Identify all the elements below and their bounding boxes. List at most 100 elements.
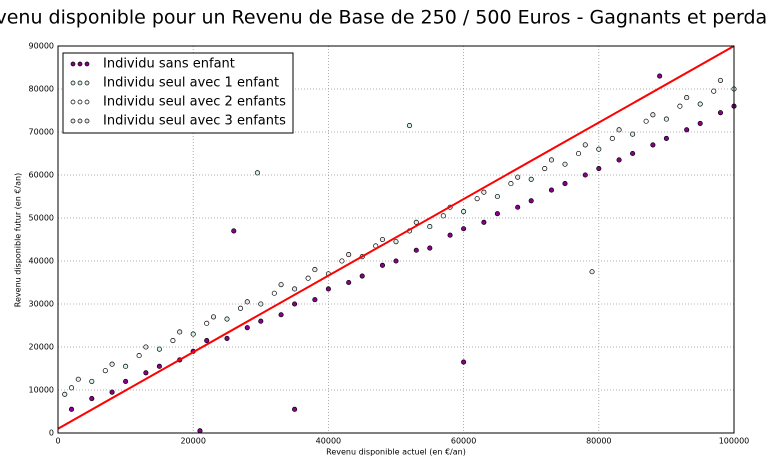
data-point [582,172,588,178]
y-tick-label: 10000 [29,386,54,395]
x-tick-label: 80000 [586,437,611,446]
data-point [379,262,386,268]
data-point [657,73,663,79]
data-point [528,198,534,204]
legend-label: Individu sans enfant [103,57,235,72]
data-point [461,226,467,232]
legend-label: Individu seul avec 3 enfants [103,114,286,129]
data-point [393,258,399,264]
legend-marker [84,99,90,105]
legend-marker [77,99,83,105]
data-point [190,331,196,337]
data-point [143,344,149,350]
y-axis-label: Revenu disponible futur (en €/an) [14,173,23,307]
data-point [589,269,595,275]
data-point [697,120,703,126]
legend-marker [77,61,83,67]
data-point [204,337,210,344]
x-tick-label: 0 [55,437,60,446]
reference-line [57,45,735,430]
data-point [677,103,683,109]
data-point [582,142,588,148]
data-point [406,123,413,129]
data-point [224,316,230,322]
data-point [292,406,298,412]
data-point [630,131,636,137]
data-point [440,213,446,219]
data-point [481,189,487,195]
data-point [75,376,81,382]
data-point [62,391,68,397]
data-point [292,301,298,307]
data-point [413,247,419,253]
data-point [346,252,352,258]
data-point [89,378,95,384]
data-point [123,378,129,384]
data-point [102,368,108,374]
chart-title: Revenu disponible pour un Revenu de Base… [0,7,768,29]
data-point [244,325,250,331]
data-point [278,312,284,318]
data-point [312,297,318,303]
data-point [244,299,250,305]
data-point [170,337,176,344]
legend-marker [77,118,83,124]
data-point [650,142,656,148]
data-point [123,363,129,369]
data-point [271,290,277,296]
x-tick-label: 40000 [316,437,341,446]
data-point [305,275,311,281]
data-point [237,305,244,311]
data-point [575,150,582,157]
data-point [684,127,690,133]
data-point [596,166,602,172]
data-point [697,101,703,107]
data-point [515,174,521,180]
data-point [231,228,237,234]
data-point [663,135,669,142]
data-point [156,346,162,352]
legend-box [62,52,294,134]
data-point [278,282,284,288]
data-point [109,389,115,395]
data-point [494,211,500,217]
data-point [515,204,521,210]
legend-marker [70,99,76,105]
data-point [717,110,724,116]
y-tick-label: 50000 [29,214,54,223]
data-point [616,127,622,133]
data-point [177,329,183,335]
data-point [461,359,467,365]
data-point [609,135,615,142]
legend-marker [70,61,76,67]
y-tick-label: 70000 [29,128,54,137]
data-point [528,176,534,182]
data-point [359,273,365,279]
data-point [312,267,318,273]
data-point [508,181,514,187]
y-tick-label: 90000 [29,42,54,51]
y-tick-label: 40000 [29,257,54,266]
y-tick-label: 0 [49,429,54,438]
data-point [494,193,500,200]
data-point [109,361,115,367]
legend-marker [70,80,76,86]
data-point [68,406,75,412]
data-point [562,161,568,167]
data-point [481,219,487,225]
data-point [224,335,230,341]
data-point [711,88,717,94]
data-point [548,157,555,163]
legend-marker [70,118,76,124]
data-point [325,286,331,292]
data-point [292,286,298,292]
x-axis-label: Revenu disponible actuel (en €/an) [326,448,466,457]
x-tick-label: 100000 [719,437,750,446]
legend-marker [77,80,83,86]
y-tick-label: 60000 [29,171,54,180]
data-point [663,116,669,122]
data-point [89,396,95,402]
data-point [143,370,149,376]
data-point [136,353,142,359]
data-point [427,245,433,251]
